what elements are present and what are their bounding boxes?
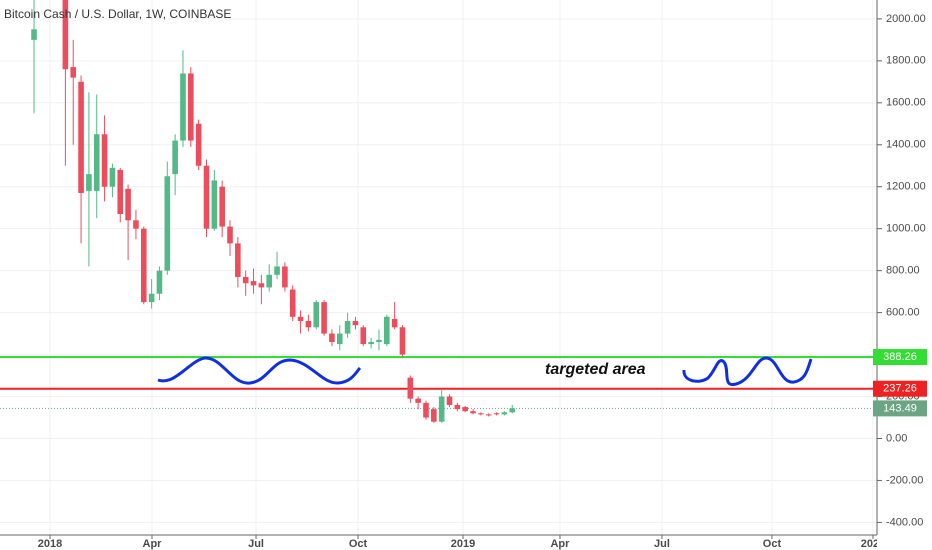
candle-body bbox=[289, 289, 296, 317]
candle-body bbox=[376, 339, 382, 342]
y-axis-panel bbox=[877, 0, 932, 550]
price-label-box bbox=[873, 380, 927, 397]
candle-body bbox=[297, 316, 304, 321]
candle-body bbox=[423, 402, 429, 418]
x-tick-label: 2018 bbox=[38, 538, 62, 550]
candle-body bbox=[407, 377, 414, 399]
candle-body bbox=[86, 174, 92, 191]
y-tick-label: 0.00 bbox=[886, 432, 907, 444]
candle-body bbox=[485, 414, 492, 416]
price-label-box bbox=[873, 349, 927, 366]
candle-body bbox=[305, 321, 312, 328]
candle-body bbox=[109, 167, 116, 187]
candle-body bbox=[368, 341, 374, 345]
x-tick-label: Apr bbox=[143, 538, 163, 550]
candle-body bbox=[509, 408, 516, 413]
y-tick-label: 800.00 bbox=[886, 265, 920, 277]
candle-body bbox=[501, 412, 508, 415]
candle-body bbox=[321, 302, 327, 334]
candle-body bbox=[360, 327, 367, 345]
candle-body bbox=[148, 293, 155, 303]
candle-body bbox=[399, 327, 406, 355]
candle-body bbox=[274, 266, 280, 275]
x-tick-label: Oct bbox=[763, 538, 782, 550]
candle-body bbox=[195, 123, 202, 166]
candle-body bbox=[282, 266, 288, 288]
candle-body bbox=[125, 188, 131, 221]
y-tick-label: 1800.00 bbox=[886, 55, 926, 67]
price-lines bbox=[0, 356, 877, 409]
y-tick-label: 1200.00 bbox=[886, 181, 926, 193]
candle-body bbox=[180, 73, 186, 141]
candle-body bbox=[62, 0, 69, 70]
x-tick-label: Apr bbox=[550, 538, 570, 550]
price-label: 143.49 bbox=[883, 402, 917, 414]
candle-body bbox=[352, 321, 359, 326]
candle-body bbox=[454, 404, 461, 410]
candle-body bbox=[431, 409, 437, 422]
candle-body bbox=[383, 316, 390, 345]
drawing-curve bbox=[157, 356, 362, 385]
candle-body bbox=[415, 398, 421, 403]
y-axis: -400.00-200.000.00200.00400.00600.00800.… bbox=[877, 13, 926, 528]
y-tick-label: -200.00 bbox=[886, 474, 923, 486]
candle-body bbox=[70, 67, 77, 78]
y-tick-label: 1600.00 bbox=[886, 97, 926, 109]
candle-body bbox=[140, 228, 147, 303]
candle-body bbox=[478, 413, 484, 415]
y-tick-label: 1000.00 bbox=[886, 223, 926, 235]
candle-body bbox=[219, 186, 225, 227]
y-tick-label: 1400.00 bbox=[886, 139, 926, 151]
candle-body bbox=[250, 281, 257, 286]
x-tick-label: Oct bbox=[349, 538, 368, 550]
price-labels: 388.26 237.26 143.49 bbox=[873, 349, 927, 417]
grid bbox=[0, 0, 877, 535]
candle-body bbox=[462, 407, 468, 412]
candle-body bbox=[493, 413, 500, 415]
candle-body bbox=[172, 140, 178, 175]
candles bbox=[31, 0, 516, 423]
price-label: 388.26 bbox=[883, 351, 917, 363]
candle-body bbox=[156, 270, 163, 294]
candle-body bbox=[227, 226, 233, 244]
candle-body bbox=[446, 396, 453, 405]
x-axis: 2018 Apr Jul Oct 2019 Apr Jul Oct 2020 bbox=[38, 535, 885, 550]
candle-body bbox=[78, 81, 84, 194]
annotation: targeted area bbox=[545, 361, 646, 378]
candle-body bbox=[391, 318, 398, 328]
candle-body bbox=[188, 73, 194, 141]
x-tick-label: Jul bbox=[654, 538, 670, 550]
y-tick-label: 2000.00 bbox=[886, 13, 926, 25]
candle-body bbox=[31, 29, 37, 40]
candle-body bbox=[93, 134, 100, 191]
candle-body bbox=[329, 333, 335, 342]
candle-body bbox=[313, 302, 320, 328]
chart-title: Bitcoin Cash / U.S. Dollar, 1W, COINBASE bbox=[4, 7, 231, 21]
drawing-curve bbox=[682, 356, 813, 387]
candle-body bbox=[258, 283, 265, 288]
y-tick-label: -400.00 bbox=[886, 516, 923, 528]
candle-body bbox=[203, 165, 210, 229]
candle-body bbox=[117, 169, 124, 214]
candle-body bbox=[242, 276, 249, 284]
candle-body bbox=[336, 333, 343, 345]
candle-body bbox=[266, 274, 273, 288]
candle-body bbox=[164, 176, 171, 271]
candle-body bbox=[470, 411, 476, 414]
candle-body bbox=[101, 134, 108, 187]
x-tick-label: Jul bbox=[248, 538, 264, 550]
x-tick-label: 2019 bbox=[451, 538, 475, 550]
price-label-box bbox=[873, 400, 927, 417]
y-tick-label: 600.00 bbox=[886, 307, 920, 319]
price-label: 237.26 bbox=[883, 383, 917, 395]
candle-body bbox=[438, 396, 445, 422]
candle-body bbox=[344, 321, 351, 334]
candle-body bbox=[133, 220, 139, 229]
candle-body bbox=[211, 180, 218, 229]
candle-body bbox=[235, 243, 241, 277]
